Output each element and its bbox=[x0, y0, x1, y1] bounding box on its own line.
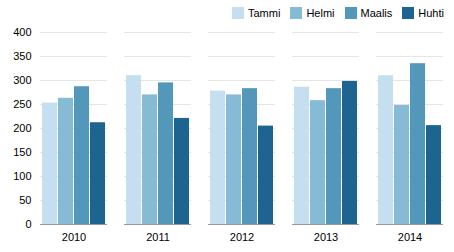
html-text:Helmi: Helmi bbox=[306, 7, 335, 19]
svg-text:250: 250 bbox=[13, 98, 31, 110]
svg-text:400: 400 bbox=[13, 26, 31, 38]
html-text:Tammi: Tammi bbox=[248, 7, 281, 19]
svg-text:2013: 2013 bbox=[314, 231, 338, 243]
html-text:Maalis: Maalis bbox=[360, 7, 393, 19]
svg-text:300: 300 bbox=[13, 74, 31, 86]
svg-text:150: 150 bbox=[13, 146, 31, 158]
svg-text:2012: 2012 bbox=[230, 231, 254, 243]
svg-text:100: 100 bbox=[13, 170, 31, 182]
svg-text:200: 200 bbox=[13, 122, 31, 134]
svg-text:2010: 2010 bbox=[62, 231, 86, 243]
svg-text:2011: 2011 bbox=[146, 231, 170, 243]
svg-text:2014: 2014 bbox=[398, 231, 422, 243]
svg-text:350: 350 bbox=[13, 50, 31, 62]
html-text:Huhti: Huhti bbox=[418, 7, 444, 19]
svg-text:50: 50 bbox=[19, 194, 31, 206]
svg-text:0: 0 bbox=[25, 218, 31, 230]
